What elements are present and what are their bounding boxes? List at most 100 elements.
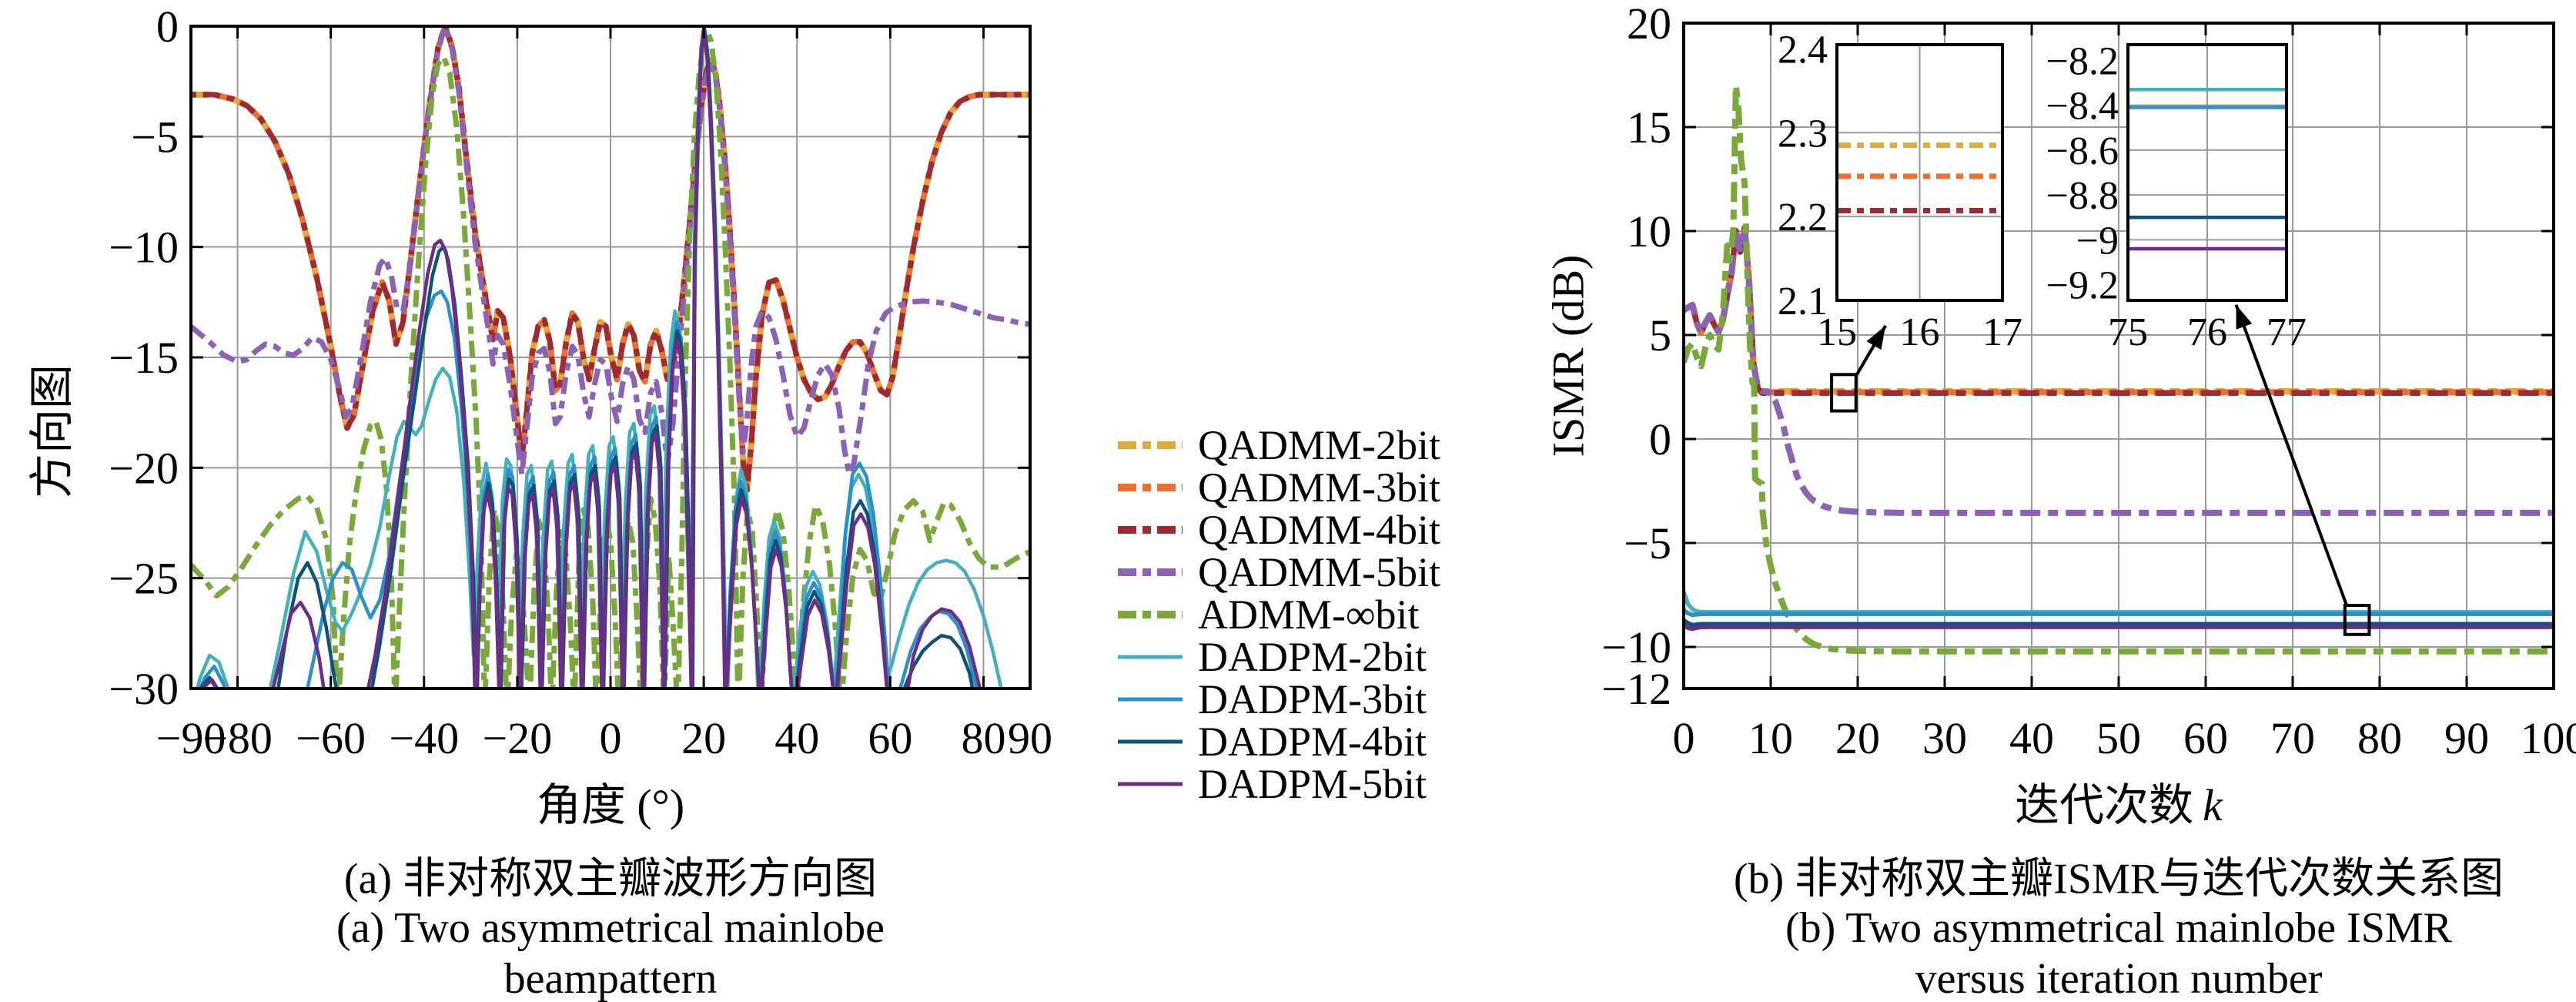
inset-inset_dadpm: −8.2−8.4−8.6−8.8−9−9.275 76 77	[2046, 39, 2307, 354]
inset-y-tick-label: 2.2	[1778, 196, 1828, 240]
series-DADPM-5bit	[1684, 623, 2554, 632]
legend-swatch-dadpm4	[1118, 739, 1183, 743]
inset-y-tick-label: −8.4	[2046, 85, 2119, 129]
inset-x-tick-label: 76	[2187, 310, 2227, 354]
caption-b-english-line1: (b) Two asymmetrical mainlobe ISMR	[1785, 904, 2453, 952]
x-tick-label: 100	[2521, 713, 2576, 763]
x-tick-label: 0	[1673, 713, 1695, 763]
y-tick-label: −10	[1601, 622, 1671, 672]
series-QADMM-3bit	[191, 26, 1030, 493]
inset-y-tick-label: −8.2	[2046, 39, 2119, 83]
y-tick-label: −15	[109, 333, 179, 383]
legend-swatch-qadmm5	[1118, 568, 1183, 576]
legend-swatch-admm_inf	[1118, 610, 1183, 618]
y-tick-label: 0	[1649, 414, 1671, 464]
caption-a-english-line2: beampattern	[503, 955, 718, 1002]
series-QADMM-5bit	[1684, 224, 2554, 516]
legend-label: QADMM-2bit	[1198, 421, 1441, 468]
legend-label: DADPM-2bit	[1198, 633, 1427, 680]
legend: QADMM-2bit QADMM-3bit QADMM-4bit QADMM-5bit…	[1118, 424, 1440, 805]
y-tick-label: −12	[1601, 664, 1671, 714]
zoom-indicator-rect	[2343, 604, 2371, 636]
caption-a-english-line1: (a) Two asymmetrical mainlobe	[336, 904, 885, 952]
legend-item-QADMM-3bit: QADMM-3bit	[1118, 466, 1440, 508]
y-tick-label: 5	[1649, 310, 1671, 360]
inset-x-tick-label: 16	[1900, 310, 1940, 354]
legend-label: QADMM-5bit	[1198, 548, 1441, 595]
series-DADPM-5bit	[200, 28, 982, 689]
legend-label: QADMM-4bit	[1198, 506, 1441, 553]
x-tick-label: 90	[1008, 713, 1052, 763]
inset-x-tick-label: 77	[2267, 310, 2307, 354]
x-tick-label: −90	[156, 713, 226, 763]
caption-b-english-line2: versus iteration number	[1915, 955, 2323, 1002]
y-tick-label: −5	[131, 112, 179, 162]
inset-x-tick-label: 75	[2108, 310, 2148, 354]
beampattern-tick-labels: 0 −5 −10 −15 −20 −25 −30−90−80 −60 −40 −20 0 20 40 60…	[109, 2, 1052, 763]
y-tick-label: −10	[109, 223, 179, 273]
x-tick-label: 70	[2270, 713, 2315, 763]
x-tick-label: 20	[1835, 713, 1880, 763]
inset-x-tick-label: 17	[1982, 310, 2022, 354]
x-tick-label: 10	[1748, 713, 1793, 763]
plot-clip-group	[1684, 82, 2554, 655]
legend-label: DADPM-4bit	[1198, 718, 1427, 765]
legend-swatch-dadpm3	[1118, 697, 1183, 701]
series-DADPM-3bit	[198, 26, 979, 689]
legend-label: DADPM-3bit	[1198, 675, 1427, 722]
ismr-axes	[1682, 22, 2555, 690]
x-tick-label: 50	[2096, 713, 2141, 763]
x-tick-label: −20	[483, 713, 553, 763]
y-tick-label: 10	[1627, 206, 1671, 256]
caption-b-chinese: (b) 非对称双主瓣ISMR与迭代次数关系图	[1733, 855, 2504, 903]
x-tick-label: 20	[681, 713, 726, 763]
legend-swatch-qadmm3	[1118, 483, 1183, 491]
series-DADPM-3bit	[1684, 608, 2554, 618]
legend-swatch-dadpm5	[1118, 782, 1183, 786]
inset-y-tick-label: 2.3	[1778, 112, 1828, 156]
y-tick-label: 20	[1627, 0, 1671, 49]
x-tick-label: 40	[2009, 713, 2054, 763]
x-tick-label: 90	[2444, 713, 2489, 763]
legend-item-DADPM-5bit: DADPM-5bit	[1118, 762, 1440, 805]
x-tick-label: −80	[202, 713, 273, 763]
series-DADPM-4bit	[1684, 618, 2554, 628]
beampattern-axes	[189, 25, 1032, 690]
y-tick-label: −25	[109, 554, 179, 604]
zoom-arrow-line	[2234, 304, 2348, 606]
ismr-y-axis-label: ISMR (dB)	[1543, 254, 1594, 457]
x-tick-label: 80	[2357, 713, 2402, 763]
x-tick-label: 80	[961, 713, 1005, 763]
beampattern-y-axis-label: 方向图	[27, 364, 77, 499]
legend-swatch-dadpm2	[1118, 655, 1183, 659]
x-tick-label: 0	[600, 713, 622, 763]
x-tick-label: −40	[389, 713, 459, 763]
legend-item-DADPM-4bit: DADPM-4bit	[1118, 720, 1440, 762]
x-tick-label: 40	[774, 713, 819, 763]
legend-swatch-qadmm4	[1118, 525, 1183, 534]
series-QADMM-5bit	[191, 26, 1030, 478]
plot-clip-group	[191, 26, 1030, 689]
ismr-x-axis-label: 迭代次数 k	[2015, 769, 2223, 833]
inset-y-tick-label: 2.4	[1778, 28, 1828, 72]
ismr-grid	[1684, 23, 2554, 689]
inset-y-tick-label: 2.1	[1778, 280, 1828, 323]
inset-border	[2126, 43, 2288, 302]
ismr-x-axis-label-variable: k	[2203, 780, 2223, 830]
y-tick-label: 15	[1627, 102, 1671, 152]
legend-item-QADMM-2bit: QADMM-2bit	[1118, 424, 1440, 466]
inset-y-tick-label: −9	[2076, 219, 2119, 263]
legend-label: DADPM-5bit	[1198, 760, 1427, 807]
legend-item-DADPM-3bit: DADPM-3bit	[1118, 678, 1440, 720]
x-tick-label: 30	[1922, 713, 1967, 763]
x-tick-label: 60	[2183, 713, 2228, 763]
legend-item-DADPM-2bit: DADPM-2bit	[1118, 635, 1440, 678]
zoom-arrow-head	[2236, 304, 2253, 330]
series-ADMM-∞bit	[1684, 82, 2554, 655]
series-ADMM-∞bit	[191, 28, 1030, 689]
x-tick-label: −60	[296, 713, 366, 763]
legend-item-QADMM-5bit: QADMM-5bit	[1118, 551, 1440, 593]
